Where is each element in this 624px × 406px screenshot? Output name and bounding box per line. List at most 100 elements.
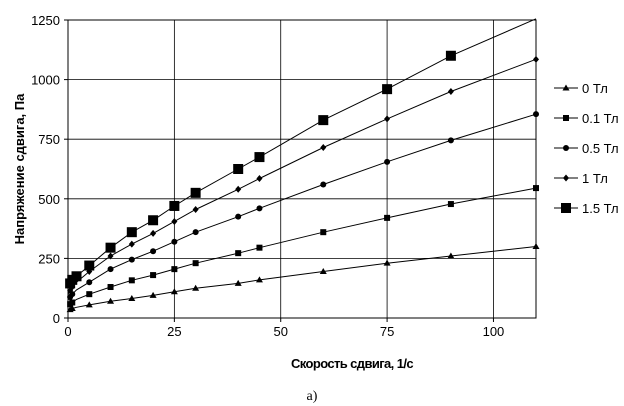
figure-caption: а) <box>307 389 318 404</box>
y-tick-label-1: 250 <box>38 251 60 266</box>
y-tick-label-0: 0 <box>53 311 60 326</box>
legend-label-2: 0.5 Тл <box>582 141 619 156</box>
point-0-10 <box>234 279 242 286</box>
legend-item-2: 0.5 Тл <box>554 141 619 156</box>
x-tick-label-1: 25 <box>167 324 181 339</box>
legend-label-1: 0.1 Тл <box>582 111 619 126</box>
legend-item-1: 0.1 Тл <box>554 111 619 126</box>
point-1-9 <box>192 260 199 267</box>
series-line-4 <box>67 18 537 289</box>
legend-item-0: 0 Тл <box>554 81 608 96</box>
point-2-5 <box>107 266 114 273</box>
point-1-7 <box>150 272 157 279</box>
x-tick-label-3: 75 <box>380 324 394 339</box>
point-4-7 <box>148 215 159 226</box>
y-tick-label-4: 1000 <box>31 73 60 88</box>
point-0-4 <box>85 301 93 308</box>
point-1-14 <box>447 201 454 208</box>
legend-marker-4 <box>561 203 571 213</box>
point-1-2 <box>69 299 76 306</box>
point-4-9 <box>190 187 201 198</box>
point-1-8 <box>171 266 178 273</box>
point-3-12 <box>320 144 327 152</box>
point-1-12 <box>320 229 327 236</box>
point-2-6 <box>128 256 135 263</box>
point-1-13 <box>384 214 391 221</box>
point-4-11 <box>254 152 265 163</box>
grid <box>64 19 537 322</box>
legend: 0 Тл 0.1 Тл 0.5 Тл 1 Тл 1.5 Тл <box>554 81 619 216</box>
point-3-9 <box>192 206 199 214</box>
point-3-7 <box>150 229 157 237</box>
point-2-9 <box>192 229 199 236</box>
point-0-9 <box>192 284 200 291</box>
point-0-5 <box>107 297 115 304</box>
point-2-7 <box>150 248 157 255</box>
series-0 <box>66 242 540 313</box>
x-tick-label-2: 50 <box>273 324 287 339</box>
point-1-11 <box>256 244 263 251</box>
point-0-15 <box>532 242 540 249</box>
point-0-8 <box>170 288 178 295</box>
series-line-1 <box>67 187 537 307</box>
plot-frame <box>67 19 537 319</box>
point-3-6 <box>128 240 135 248</box>
point-2-11 <box>256 205 263 212</box>
point-3-5 <box>107 252 114 260</box>
point-0-2 <box>68 304 76 311</box>
point-0-14 <box>447 252 455 259</box>
y-axis-title: Напряжение сдвига, Па <box>12 93 27 244</box>
point-0-7 <box>149 291 157 298</box>
point-4-6 <box>126 227 137 238</box>
series-line-0 <box>67 246 537 312</box>
point-0-6 <box>128 294 136 301</box>
point-2-8 <box>171 238 178 245</box>
point-0-11 <box>255 276 263 283</box>
point-2-15 <box>533 111 539 118</box>
point-4-12 <box>318 115 329 126</box>
series-line-3 <box>67 58 537 295</box>
legend-marker-0 <box>562 84 570 91</box>
series-2 <box>67 111 539 301</box>
series-group <box>65 18 540 313</box>
legend-label-0: 0 Тл <box>582 81 608 96</box>
legend-marker-2 <box>563 145 569 151</box>
point-2-12 <box>320 181 327 188</box>
tick-labels: 0 250 500 750 1000 1250 0 25 50 75 100 <box>31 13 504 339</box>
point-3-15 <box>533 55 539 63</box>
y-tick-label-2: 500 <box>38 192 60 207</box>
point-1-4 <box>86 291 93 298</box>
y-tick-label-3: 750 <box>38 132 60 147</box>
point-4-13 <box>382 84 393 95</box>
point-2-10 <box>235 213 242 220</box>
point-2-13 <box>384 158 391 165</box>
point-1-5 <box>107 284 114 291</box>
legend-label-3: 1 Тл <box>582 171 608 186</box>
point-4-4 <box>84 260 95 271</box>
legend-item-3: 1 Тл <box>554 171 608 186</box>
legend-marker-1 <box>563 115 569 121</box>
point-1-6 <box>128 277 135 284</box>
point-3-8 <box>171 217 178 225</box>
point-1-10 <box>235 250 242 257</box>
series-4 <box>65 18 537 289</box>
y-tick-label-5: 1250 <box>31 13 60 28</box>
point-3-10 <box>235 185 242 193</box>
x-axis-title: Скорость сдвига, 1/с <box>291 356 413 371</box>
point-0-12 <box>319 268 327 275</box>
point-4-10 <box>233 164 244 174</box>
point-2-4 <box>86 279 93 286</box>
series-line-2 <box>67 113 537 301</box>
point-3-11 <box>256 175 263 183</box>
series-1 <box>67 185 539 308</box>
x-tick-label-0: 0 <box>64 324 71 339</box>
point-3-14 <box>447 88 454 96</box>
point-4-5 <box>105 242 116 253</box>
point-2-14 <box>447 137 454 144</box>
legend-marker-3 <box>563 174 569 182</box>
point-4-14 <box>445 50 456 61</box>
point-1-15 <box>533 185 539 192</box>
legend-label-4: 1.5 Тл <box>582 201 619 216</box>
point-4-3 <box>71 271 82 282</box>
